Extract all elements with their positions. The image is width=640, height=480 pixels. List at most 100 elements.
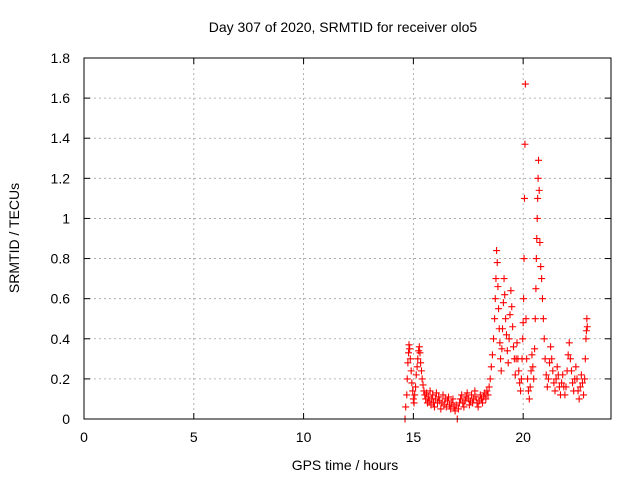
data-point xyxy=(419,381,427,389)
data-point xyxy=(519,319,527,327)
data-point xyxy=(474,403,482,411)
data-point xyxy=(506,311,514,319)
y-tick-label: 0.8 xyxy=(51,251,71,267)
data-point xyxy=(552,375,560,383)
data-point xyxy=(405,349,413,357)
data-point xyxy=(543,383,551,391)
y-tick-label: 1.8 xyxy=(51,50,71,66)
data-point xyxy=(491,295,499,303)
data-point xyxy=(509,323,517,331)
data-point xyxy=(408,379,416,387)
data-point xyxy=(502,331,510,339)
data-point xyxy=(582,327,590,335)
x-tick-label: 10 xyxy=(296,429,312,445)
data-point xyxy=(530,375,538,383)
data-point xyxy=(485,383,493,391)
data-point xyxy=(437,405,445,413)
x-tick-label: 15 xyxy=(406,429,422,445)
data-point xyxy=(486,375,494,383)
data-point xyxy=(460,403,468,411)
data-point xyxy=(519,335,527,343)
data-point xyxy=(406,355,414,363)
data-point xyxy=(505,335,513,343)
x-tick-label: 5 xyxy=(190,429,198,445)
x-tick-label: 20 xyxy=(515,429,531,445)
data-point xyxy=(538,295,546,303)
data-point xyxy=(503,347,511,355)
data-point xyxy=(583,315,591,323)
data-point xyxy=(531,345,539,353)
data-point xyxy=(454,405,462,413)
data-point xyxy=(449,395,457,403)
data-point xyxy=(548,355,556,363)
data-point xyxy=(468,391,476,399)
data-point xyxy=(549,367,557,375)
data-point xyxy=(537,263,545,271)
data-point xyxy=(540,335,548,343)
data-point xyxy=(577,371,585,379)
data-point xyxy=(502,315,510,323)
data-point xyxy=(517,375,525,383)
data-point xyxy=(405,341,413,349)
data-point xyxy=(564,351,572,359)
data-point xyxy=(500,275,508,283)
data-point xyxy=(546,359,554,367)
data-point xyxy=(457,395,465,403)
data-point xyxy=(435,393,443,401)
data-point xyxy=(550,379,558,387)
data-point xyxy=(406,345,414,353)
data-point xyxy=(479,399,487,407)
data-point xyxy=(580,391,588,399)
data-point xyxy=(559,371,567,379)
data-point xyxy=(561,391,569,399)
data-point xyxy=(535,156,543,164)
axis-ticks xyxy=(83,57,611,420)
data-point xyxy=(412,371,420,379)
data-point xyxy=(541,355,549,363)
data-point xyxy=(495,305,503,313)
data-point xyxy=(574,387,582,395)
data-point xyxy=(471,387,479,395)
data-point xyxy=(488,351,496,359)
data-point xyxy=(490,335,498,343)
data-point xyxy=(413,363,421,371)
data-point xyxy=(536,239,544,247)
data-point xyxy=(407,367,415,375)
data-point xyxy=(499,299,507,307)
data-point xyxy=(504,359,512,367)
data-point xyxy=(520,255,528,263)
data-point xyxy=(526,383,534,391)
data-point xyxy=(581,375,589,383)
data-point xyxy=(523,355,531,363)
data-point xyxy=(513,339,521,347)
plot-frame xyxy=(83,57,612,420)
y-tick-label: 0 xyxy=(62,411,70,427)
data-point xyxy=(415,343,423,351)
data-point xyxy=(538,275,546,283)
data-point xyxy=(439,391,447,399)
data-point xyxy=(534,174,542,182)
data-point xyxy=(497,367,505,375)
data-point xyxy=(409,387,417,395)
data-point xyxy=(578,379,586,387)
data-point xyxy=(534,194,542,202)
data-point xyxy=(535,186,543,194)
data-point xyxy=(403,375,411,383)
data-point xyxy=(515,367,523,375)
y-tick-labels: 0 0.2 0.4 0.6 0.8 1 1.2 1.4 1.6 1.8 xyxy=(51,50,71,427)
data-point xyxy=(528,351,536,359)
data-point xyxy=(492,275,500,283)
data-point xyxy=(412,383,420,391)
y-tick-label: 0.6 xyxy=(51,291,71,307)
data-point xyxy=(483,387,491,395)
data-point xyxy=(533,235,541,242)
data-point xyxy=(429,391,437,399)
data-point xyxy=(423,389,431,397)
data-point xyxy=(533,214,541,222)
data-point xyxy=(532,285,540,293)
data-point xyxy=(575,395,583,403)
data-point xyxy=(527,367,535,375)
data-point xyxy=(517,387,525,395)
data-point xyxy=(494,283,502,291)
